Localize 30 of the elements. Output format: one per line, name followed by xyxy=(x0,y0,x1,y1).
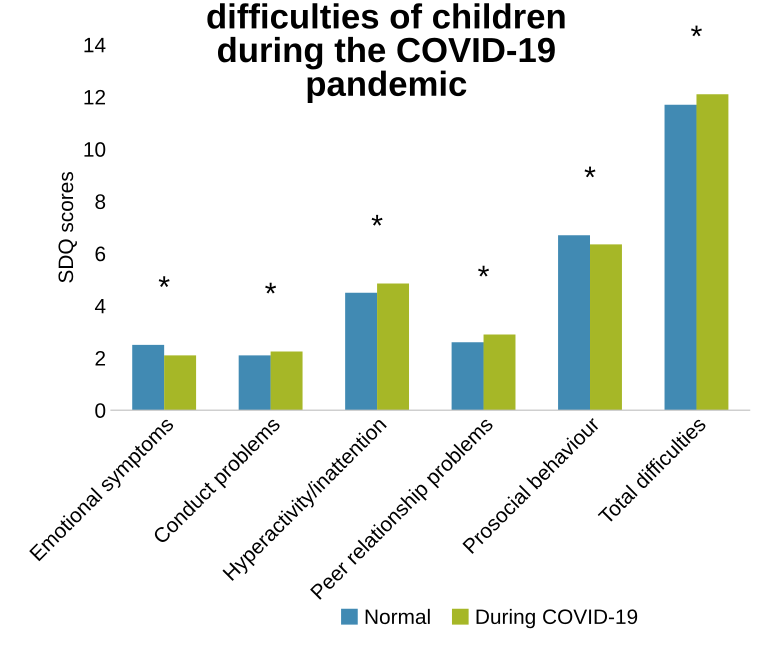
bar xyxy=(452,342,484,410)
bar xyxy=(345,292,378,410)
y-tick-label: 0 xyxy=(95,403,106,418)
legend-label: Normal xyxy=(366,608,430,624)
bar xyxy=(590,244,622,410)
text: * xyxy=(691,26,702,36)
bar xyxy=(696,94,728,410)
bar xyxy=(664,104,696,410)
y-tick-label: 12 xyxy=(84,90,106,104)
y-tick-label: 10 xyxy=(84,142,106,157)
y-tick-label: 4 xyxy=(94,298,106,314)
annotation: * xyxy=(372,214,383,226)
legend-label: During COVID-19 xyxy=(476,608,638,628)
bar xyxy=(558,235,590,410)
annotation: * xyxy=(158,276,170,287)
y-axis-title: SDQ scores xyxy=(58,172,77,283)
bar xyxy=(270,351,303,410)
bar xyxy=(132,344,164,410)
bar xyxy=(238,355,271,410)
annotation: * xyxy=(265,282,276,294)
bar xyxy=(164,355,196,410)
chart-title: difficulties of children during the COVID-19 pandemic xyxy=(207,3,565,104)
y-tick-label: 14 xyxy=(84,38,106,52)
y-tick-label: 6 xyxy=(96,246,106,262)
annotation: * xyxy=(584,166,596,178)
y-tick-label: 2 xyxy=(96,350,106,366)
annotation: * xyxy=(478,266,490,277)
bar xyxy=(484,334,516,410)
y-tick-label: 8 xyxy=(95,194,106,210)
bar xyxy=(377,284,410,410)
